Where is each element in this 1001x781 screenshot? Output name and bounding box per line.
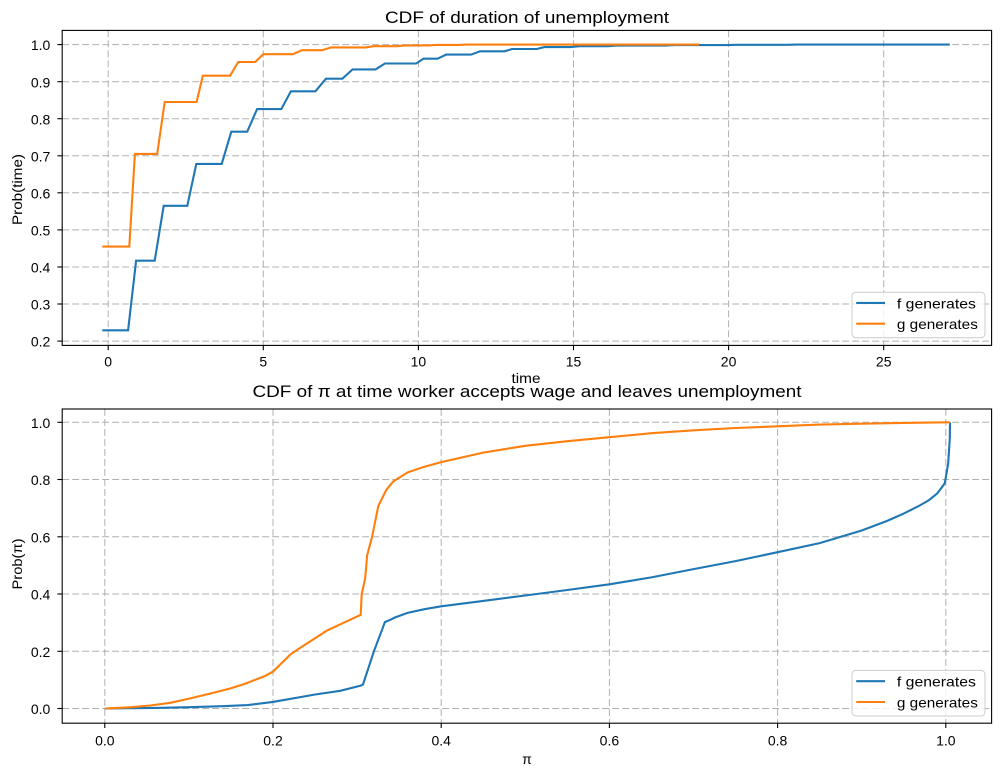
svg-text:Prob(π): Prob(π) [9, 539, 25, 590]
svg-text:0.2: 0.2 [31, 644, 51, 660]
svg-text:0.9: 0.9 [31, 74, 51, 90]
svg-text:1.0: 1.0 [936, 732, 956, 748]
svg-text:0.4: 0.4 [31, 587, 51, 603]
svg-text:5: 5 [259, 353, 267, 369]
svg-text:0.3: 0.3 [31, 297, 51, 313]
svg-text:0.4: 0.4 [31, 260, 51, 276]
svg-text:0.8: 0.8 [31, 472, 51, 488]
svg-text:Prob(time): Prob(time) [9, 154, 25, 225]
svg-text:20: 20 [721, 353, 737, 369]
svg-text:g generates: g generates [897, 316, 978, 332]
svg-text:0.7: 0.7 [31, 148, 51, 164]
svg-text:1.0: 1.0 [31, 415, 51, 431]
svg-text:1.0: 1.0 [31, 37, 51, 53]
svg-text:0.6: 0.6 [31, 529, 51, 545]
svg-text:0.6: 0.6 [600, 732, 620, 748]
svg-text:0.4: 0.4 [431, 732, 451, 748]
svg-text:0.2: 0.2 [31, 334, 51, 350]
svg-text:CDF of duration of unemploymen: CDF of duration of unemployment [385, 8, 669, 27]
svg-text:π: π [522, 751, 532, 767]
svg-text:0.8: 0.8 [31, 111, 51, 127]
svg-text:10: 10 [411, 353, 427, 369]
svg-text:time: time [512, 370, 541, 386]
svg-text:0.0: 0.0 [31, 701, 51, 717]
svg-text:0.2: 0.2 [263, 732, 283, 748]
svg-text:g generates: g generates [897, 694, 978, 710]
svg-text:f generates: f generates [897, 295, 976, 311]
svg-text:0.6: 0.6 [31, 185, 51, 201]
svg-text:0: 0 [104, 353, 112, 369]
svg-text:CDF of π at time worker accept: CDF of π at time worker accepts wage and… [253, 382, 802, 401]
svg-text:0.0: 0.0 [95, 732, 115, 748]
svg-text:0.5: 0.5 [31, 223, 51, 239]
svg-text:15: 15 [566, 353, 582, 369]
svg-text:f generates: f generates [897, 674, 976, 690]
svg-text:0.8: 0.8 [768, 732, 788, 748]
svg-text:25: 25 [876, 353, 892, 369]
